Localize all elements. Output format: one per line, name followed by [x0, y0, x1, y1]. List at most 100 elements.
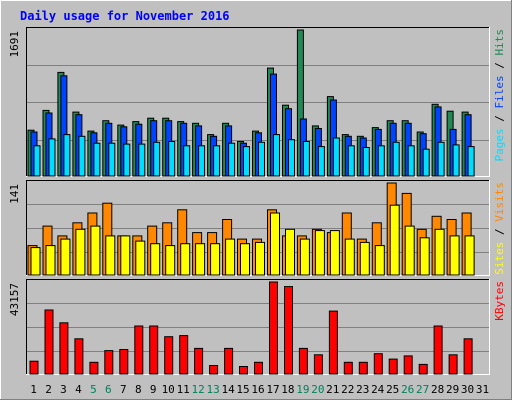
bar-pages-day-28 — [437, 141, 445, 177]
legend-entry: Sites — [493, 242, 506, 275]
legend-entry: / — [493, 62, 506, 75]
bar-sites-day-16 — [255, 241, 265, 276]
bar-pages-day-27 — [422, 148, 430, 177]
legend-entry: Pages — [493, 128, 506, 161]
kbytes-max-label: 43157 — [8, 283, 21, 316]
bar-pages-day-25 — [392, 141, 400, 177]
bar-kbytes-day-3 — [59, 322, 69, 375]
chart-title: Daily usage for November 2016 — [20, 9, 230, 23]
bar-kbytes-day-25 — [388, 358, 398, 375]
bar-kbytes-day-5 — [89, 361, 99, 375]
x-tick-label-day-23: 23 — [356, 383, 369, 396]
bar-kbytes-day-20 — [313, 354, 323, 375]
bar-pages-day-23 — [362, 147, 370, 177]
x-tick-label-day-27: 27 — [416, 383, 429, 396]
x-tick-label-day-21: 21 — [326, 383, 339, 396]
bar-pages-day-4 — [78, 135, 86, 177]
x-tick-label-day-24: 24 — [371, 383, 385, 396]
bar-sites-day-29 — [449, 235, 460, 276]
bar-sites-day-23 — [359, 241, 370, 276]
bar-pages-day-19 — [302, 141, 310, 177]
x-tick-label-day-13: 13 — [206, 383, 219, 396]
bar-sites-day-28 — [434, 228, 445, 276]
legend-entry: Visits — [493, 182, 506, 228]
bar-kbytes-day-30 — [463, 338, 473, 375]
bar-kbytes-day-17 — [269, 281, 278, 375]
chart-panels: 1691 Pages / Files / Hits 141 Sites / Visit… — [8, 27, 506, 375]
bar-sites-day-18 — [285, 228, 295, 276]
x-tick-label-day-22: 22 — [341, 383, 354, 396]
hits-files-pages-max-label: 1691 — [8, 31, 21, 58]
bar-kbytes-day-15 — [239, 366, 248, 375]
bar-sites-day-3 — [60, 238, 71, 276]
bar-pages-day-18 — [288, 139, 295, 177]
bar-pages-day-10 — [168, 141, 176, 177]
x-tick-label-day-2: 2 — [45, 383, 52, 396]
bar-pages-day-6 — [108, 142, 116, 177]
bar-pages-day-22 — [347, 145, 355, 177]
x-tick-label-day-4: 4 — [75, 383, 82, 396]
bar-kbytes-day-4 — [74, 338, 84, 375]
legend-entry: / — [493, 228, 506, 241]
bar-sites-day-11 — [180, 243, 191, 276]
bar-sites-day-30 — [464, 235, 475, 276]
bar-pages-day-26 — [407, 145, 415, 177]
bar-kbytes-day-24 — [373, 353, 383, 375]
x-tick-label-day-16: 16 — [251, 383, 264, 396]
bar-pages-day-14 — [228, 142, 236, 177]
x-tick-label-day-1: 1 — [30, 383, 37, 396]
legend-entry: / — [493, 115, 506, 128]
x-tick-label-day-18: 18 — [281, 383, 294, 396]
x-tick-label-day-14: 14 — [221, 383, 235, 396]
bar-sites-day-27 — [419, 237, 430, 276]
x-tick-label-day-15: 15 — [236, 383, 249, 396]
bar-pages-day-12 — [198, 145, 206, 177]
x-axis-labels: 1 2 3 4 5 6 7 8 9 10 11 12 13 14 15 16 17 18 19 20 21 22 23 24 2… — [30, 383, 489, 396]
kbytes-legend: KBytes — [493, 281, 506, 321]
legend-entry: Files — [493, 75, 506, 115]
x-tick-label-day-9: 9 — [150, 383, 157, 396]
bar-sites-day-24 — [374, 245, 385, 276]
visits-sites-legend: Sites / Visits — [493, 182, 506, 275]
bar-pages-day-5 — [93, 142, 101, 177]
bar-kbytes-day-23 — [358, 361, 368, 375]
bar-kbytes-day-8 — [134, 325, 144, 375]
bar-pages-day-21 — [332, 137, 340, 177]
bar-pages-day-8 — [138, 143, 146, 177]
bar-sites-day-8 — [135, 240, 146, 276]
x-tick-label-day-17: 17 — [266, 383, 279, 396]
legend-entry: KBytes — [493, 281, 506, 321]
bar-sites-day-19 — [299, 238, 310, 276]
bar-kbytes-day-7 — [119, 349, 129, 375]
x-tick-label-day-31: 31 — [476, 383, 489, 396]
bar-sites-day-14 — [225, 238, 236, 276]
x-tick-label-day-5: 5 — [90, 383, 97, 396]
visits-sites-panel: 141 Sites / Visits — [8, 180, 506, 276]
bar-sites-day-7 — [120, 235, 131, 276]
bar-pages-day-9 — [153, 141, 161, 177]
bar-kbytes-day-13 — [209, 365, 219, 375]
x-tick-label-day-12: 12 — [191, 383, 204, 396]
bar-sites-day-20 — [314, 230, 325, 276]
x-tick-label-day-30: 30 — [461, 383, 474, 396]
bar-sites-day-17 — [270, 212, 280, 276]
bar-pages-day-13 — [213, 145, 221, 177]
bar-kbytes-day-27 — [418, 363, 428, 375]
bar-pages-day-7 — [123, 143, 131, 177]
bar-sites-day-6 — [105, 235, 116, 276]
bar-kbytes-day-12 — [194, 347, 204, 375]
x-tick-label-day-25: 25 — [386, 383, 399, 396]
bar-pages-day-20 — [317, 146, 325, 177]
bar-kbytes-day-22 — [343, 361, 353, 375]
bar-pages-day-29 — [452, 144, 460, 177]
x-tick-label-day-29: 29 — [446, 383, 459, 396]
bar-kbytes-day-19 — [298, 347, 308, 375]
bar-kbytes-day-6 — [104, 350, 114, 375]
bar-sites-day-25 — [389, 204, 400, 276]
bar-pages-day-1 — [33, 145, 41, 177]
bar-kbytes-day-21 — [328, 310, 338, 375]
x-tick-label-day-7: 7 — [120, 383, 127, 396]
bar-sites-day-4 — [75, 228, 86, 276]
bar-kbytes-day-26 — [403, 355, 413, 375]
